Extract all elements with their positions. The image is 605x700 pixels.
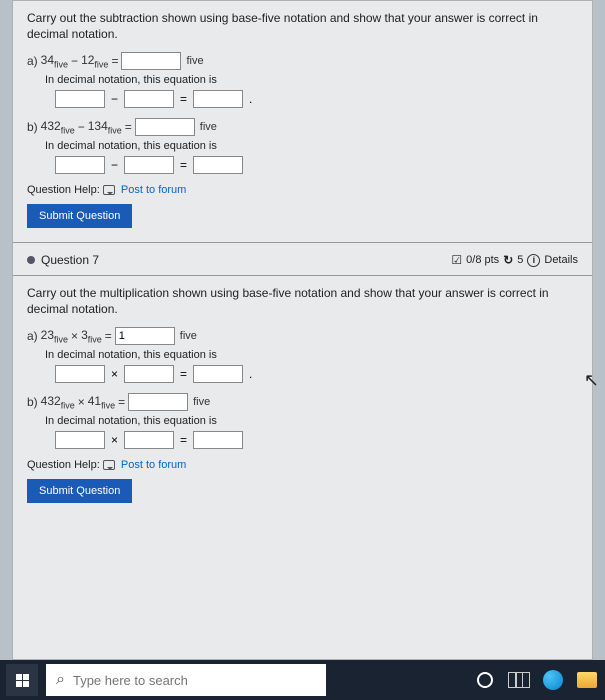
info-icon[interactable]: i <box>527 254 540 267</box>
q7-attempts: 5 <box>517 254 523 266</box>
q6b-decimal-row: − = <box>55 156 578 174</box>
q6a-decimal-row: − = . <box>55 90 578 108</box>
q7a-answer-input[interactable] <box>115 327 175 345</box>
search-input[interactable] <box>73 673 316 688</box>
q7-instruction: Carry out the multiplication shown using… <box>27 286 578 317</box>
q7-help: Question Help: Post to forum <box>27 459 578 471</box>
q7b-dec-lhs1[interactable] <box>55 431 105 449</box>
windows-icon <box>16 674 29 687</box>
q6b: b) 432five − 134five = five <box>27 118 578 136</box>
taskbar-tray <box>473 668 599 692</box>
q6a: a) 34five − 12five = five <box>27 52 578 70</box>
taskbar <box>0 660 605 700</box>
edge-icon[interactable] <box>541 668 565 692</box>
q6b-dec-result[interactable] <box>193 156 243 174</box>
q7a-decimal-label: In decimal notation, this equation is <box>45 349 578 361</box>
q7-header: Question 7 0/8 pts 5 i Details <box>13 243 592 276</box>
q7-title: Question 7 <box>41 253 99 267</box>
unit-label: five <box>186 55 203 67</box>
q7a: a) 23five × 3five = five <box>27 327 578 345</box>
q6b-dec-lhs1[interactable] <box>55 156 105 174</box>
q6a-dec-lhs2[interactable] <box>124 90 174 108</box>
q6a-dec-result[interactable] <box>193 90 243 108</box>
q6-help: Question Help: Post to forum <box>27 184 578 196</box>
post-to-forum-link[interactable]: Post to forum <box>121 459 186 471</box>
q6b-dec-lhs2[interactable] <box>124 156 174 174</box>
q7-submit-button[interactable]: Submit Question <box>27 479 132 503</box>
explorer-icon[interactable] <box>575 668 599 692</box>
q6-instruction: Carry out the subtraction shown using ba… <box>27 11 578 42</box>
bullet-icon <box>27 256 35 264</box>
q7-points: 0/8 pts <box>466 254 499 266</box>
q6b-answer-input[interactable] <box>135 118 195 136</box>
q7b-decimal-label: In decimal notation, this equation is <box>45 415 578 427</box>
q6a-answer-input[interactable] <box>121 52 181 70</box>
q7b: b) 432five × 41five = five <box>27 393 578 411</box>
q6a-dec-lhs1[interactable] <box>55 90 105 108</box>
q7-details-link[interactable]: Details <box>544 254 578 266</box>
q6b-decimal-label: In decimal notation, this equation is <box>45 140 578 152</box>
taskview-icon[interactable] <box>507 668 531 692</box>
q6a-label: a) <box>27 54 38 68</box>
q7a-dec-lhs2[interactable] <box>124 365 174 383</box>
q7b-answer-input[interactable] <box>128 393 188 411</box>
q7a-decimal-row: × = . <box>55 365 578 383</box>
q6a-decimal-label: In decimal notation, this equation is <box>45 74 578 86</box>
taskbar-search[interactable] <box>46 664 326 696</box>
q7a-dec-lhs1[interactable] <box>55 365 105 383</box>
q7b-decimal-row: × = <box>55 431 578 449</box>
check-icon <box>451 253 462 267</box>
forum-icon <box>103 460 115 470</box>
q6b-label: b) <box>27 120 38 134</box>
post-to-forum-link[interactable]: Post to forum <box>121 184 186 196</box>
q7a-dec-result[interactable] <box>193 365 243 383</box>
start-button[interactable] <box>6 664 38 696</box>
forum-icon <box>103 185 115 195</box>
cortana-icon[interactable] <box>473 668 497 692</box>
q6-submit-button[interactable]: Submit Question <box>27 204 132 228</box>
minus-op: − <box>71 54 78 68</box>
question-page: Carry out the subtraction shown using ba… <box>12 0 593 660</box>
q7b-dec-lhs2[interactable] <box>124 431 174 449</box>
q7b-dec-result[interactable] <box>193 431 243 449</box>
retry-icon <box>503 253 513 267</box>
search-icon <box>56 671 65 689</box>
